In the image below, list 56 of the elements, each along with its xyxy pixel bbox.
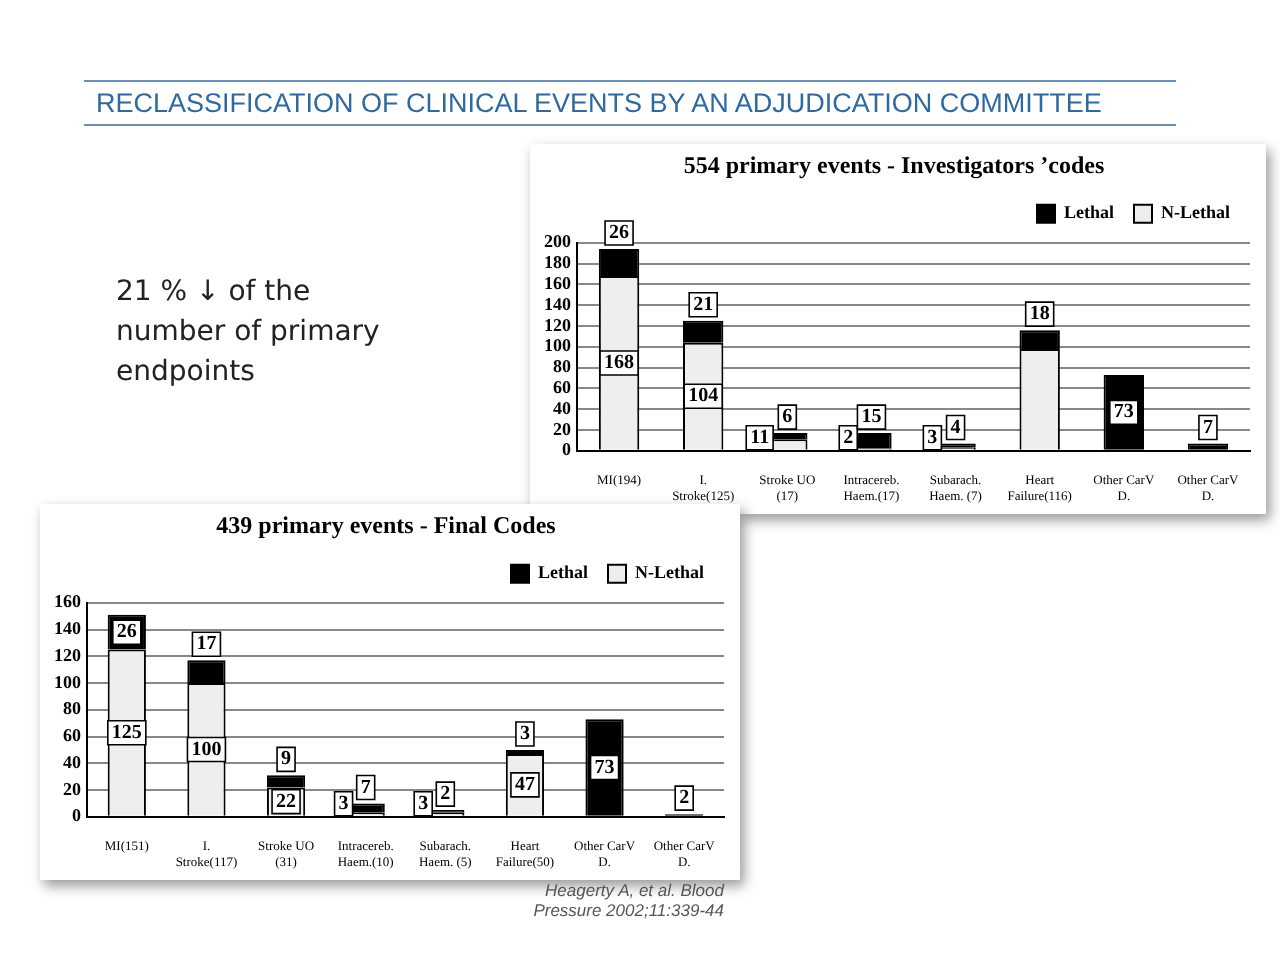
data-label: 168: [604, 352, 635, 375]
data-label: 26: [609, 222, 630, 245]
data-label: 18: [1029, 303, 1050, 326]
data-label: 47: [514, 774, 535, 797]
data-label: 3: [927, 426, 938, 449]
y-tick-label: 20: [553, 418, 572, 439]
data-label: 4: [950, 416, 961, 439]
y-tick-label: 200: [544, 231, 572, 252]
data-label: 17: [196, 633, 217, 656]
data-label: 22: [276, 790, 297, 813]
data-label: 11: [750, 426, 770, 449]
data-label: 104: [688, 385, 719, 408]
data-label: 7: [1202, 416, 1213, 439]
y-tick-label: 120: [544, 314, 572, 335]
y-tick-label: 40: [553, 397, 572, 418]
y-tick-label: 0: [562, 439, 572, 460]
legend-label: N-Lethal: [635, 562, 705, 583]
data-label: 21: [693, 293, 714, 316]
legend-label: Lethal: [538, 562, 589, 583]
data-label: 73: [594, 756, 615, 779]
y-tick-label: 180: [544, 252, 572, 273]
y-tick-label: 40: [63, 751, 82, 772]
legend-label: N-Lethal: [1161, 202, 1231, 223]
y-tick-label: 120: [54, 644, 82, 665]
text: Heagerty A, et al. Blood Pressure 2002;11:339-44: [531, 880, 724, 920]
chart-title: 554 primary events - Investigators ’codes: [683, 150, 1105, 179]
chart-title: 439 primary events - Final Codes: [216, 510, 557, 539]
data-label: 2: [843, 426, 854, 449]
data-label: 3: [519, 723, 530, 746]
data-label: 26: [116, 621, 137, 644]
text: 21 % ↓ of the number of primary endpoints: [116, 274, 382, 392]
y-tick-label: 0: [72, 805, 82, 826]
y-tick-label: 160: [544, 273, 572, 294]
y-tick-label: 20: [63, 778, 82, 799]
data-label: 100: [191, 738, 222, 761]
y-tick-label: 60: [553, 377, 572, 398]
y-tick-label: 160: [54, 591, 82, 612]
y-tick-label: 100: [544, 335, 572, 356]
legend-label: Lethal: [1064, 202, 1115, 223]
y-tick-label: 100: [54, 671, 82, 692]
data-label: 2: [679, 787, 690, 810]
data-label: 2: [440, 783, 451, 806]
text: RECLASSIFICATION OF CLINICAL EVENTS BY AN ADJUDICATION COMMITTEE: [84, 80, 1176, 126]
y-tick-label: 140: [544, 293, 572, 314]
data-label: 7: [360, 776, 371, 799]
y-tick-label: 140: [54, 618, 82, 639]
y-tick-label: 60: [63, 725, 82, 746]
data-label: 73: [1113, 401, 1134, 424]
data-label: 125: [111, 721, 142, 744]
y-tick-label: 80: [553, 356, 572, 377]
data-label: 6: [782, 406, 793, 429]
data-label: 15: [861, 406, 882, 429]
data-label: 3: [338, 792, 349, 815]
data-label: 3: [418, 792, 429, 815]
data-label: 9: [281, 748, 292, 771]
y-tick-label: 80: [63, 698, 82, 719]
